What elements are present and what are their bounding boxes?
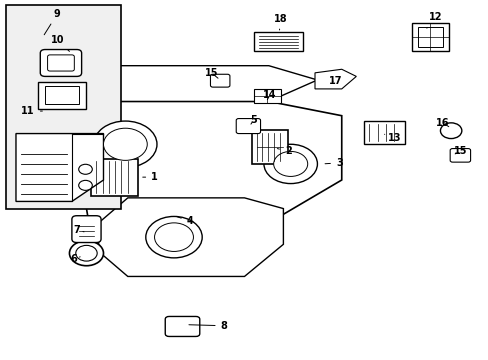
Circle shape bbox=[154, 223, 193, 251]
FancyBboxPatch shape bbox=[449, 149, 469, 162]
Text: 1: 1 bbox=[142, 172, 158, 182]
Text: 16: 16 bbox=[435, 118, 448, 128]
FancyBboxPatch shape bbox=[72, 216, 101, 243]
Bar bbox=[6, 5, 120, 208]
Circle shape bbox=[94, 121, 157, 167]
FancyBboxPatch shape bbox=[210, 74, 229, 87]
Text: 3: 3 bbox=[325, 158, 342, 168]
Polygon shape bbox=[314, 69, 356, 89]
Polygon shape bbox=[99, 198, 283, 276]
Bar bbox=[45, 86, 79, 104]
Text: 9: 9 bbox=[44, 9, 61, 35]
Text: 11: 11 bbox=[21, 106, 42, 116]
Circle shape bbox=[264, 144, 317, 184]
Bar bbox=[254, 32, 302, 51]
Polygon shape bbox=[74, 66, 317, 102]
Text: 14: 14 bbox=[263, 90, 276, 100]
FancyBboxPatch shape bbox=[40, 50, 81, 76]
Polygon shape bbox=[16, 134, 103, 202]
Text: 8: 8 bbox=[188, 321, 227, 331]
Circle shape bbox=[440, 123, 461, 139]
Text: 7: 7 bbox=[73, 225, 84, 235]
Circle shape bbox=[76, 246, 97, 261]
Text: 13: 13 bbox=[384, 133, 400, 143]
Text: 15: 15 bbox=[453, 147, 467, 157]
Bar bbox=[38, 82, 86, 109]
Text: 18: 18 bbox=[274, 14, 287, 30]
Text: 2: 2 bbox=[277, 147, 291, 157]
Circle shape bbox=[79, 180, 92, 190]
FancyBboxPatch shape bbox=[47, 55, 74, 71]
FancyBboxPatch shape bbox=[165, 316, 200, 337]
Bar bbox=[251, 130, 287, 164]
Polygon shape bbox=[254, 89, 281, 103]
Circle shape bbox=[145, 216, 202, 258]
Text: 6: 6 bbox=[70, 254, 80, 264]
Bar bbox=[363, 121, 404, 144]
Bar bbox=[411, 23, 448, 51]
Text: 4: 4 bbox=[176, 216, 193, 226]
Text: 12: 12 bbox=[426, 13, 442, 28]
Text: 17: 17 bbox=[328, 76, 342, 86]
Polygon shape bbox=[74, 102, 341, 223]
Bar bbox=[91, 158, 137, 196]
Bar bbox=[417, 27, 442, 47]
Circle shape bbox=[69, 241, 103, 266]
Text: 15: 15 bbox=[204, 68, 218, 78]
Circle shape bbox=[103, 128, 147, 160]
Circle shape bbox=[273, 152, 307, 176]
Text: 10: 10 bbox=[50, 35, 69, 51]
Circle shape bbox=[79, 164, 92, 174]
FancyBboxPatch shape bbox=[236, 118, 260, 134]
Text: 5: 5 bbox=[250, 115, 257, 125]
